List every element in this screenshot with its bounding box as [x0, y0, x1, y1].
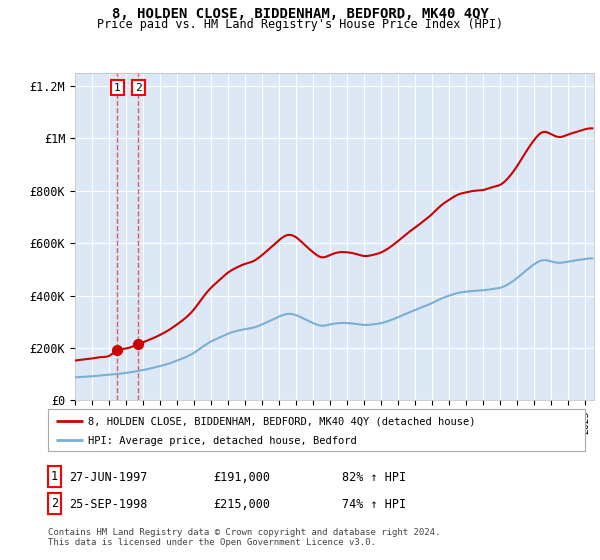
Text: 8, HOLDEN CLOSE, BIDDENHAM, BEDFORD, MK40 4QY (detached house): 8, HOLDEN CLOSE, BIDDENHAM, BEDFORD, MK4…: [88, 417, 476, 426]
Text: £215,000: £215,000: [213, 497, 270, 511]
Text: £191,000: £191,000: [213, 470, 270, 484]
Text: 8, HOLDEN CLOSE, BIDDENHAM, BEDFORD, MK40 4QY: 8, HOLDEN CLOSE, BIDDENHAM, BEDFORD, MK4…: [112, 7, 488, 21]
Text: 74% ↑ HPI: 74% ↑ HPI: [342, 497, 406, 511]
Text: 1: 1: [114, 82, 121, 92]
Text: HPI: Average price, detached house, Bedford: HPI: Average price, detached house, Bedf…: [88, 436, 357, 446]
Text: 82% ↑ HPI: 82% ↑ HPI: [342, 470, 406, 484]
Text: 2: 2: [135, 82, 142, 92]
Text: 1: 1: [51, 470, 58, 483]
Text: 27-JUN-1997: 27-JUN-1997: [69, 470, 148, 484]
Text: Contains HM Land Registry data © Crown copyright and database right 2024.
This d: Contains HM Land Registry data © Crown c…: [48, 528, 440, 547]
Text: 25-SEP-1998: 25-SEP-1998: [69, 497, 148, 511]
Text: 2: 2: [51, 497, 58, 510]
Text: Price paid vs. HM Land Registry's House Price Index (HPI): Price paid vs. HM Land Registry's House …: [97, 18, 503, 31]
